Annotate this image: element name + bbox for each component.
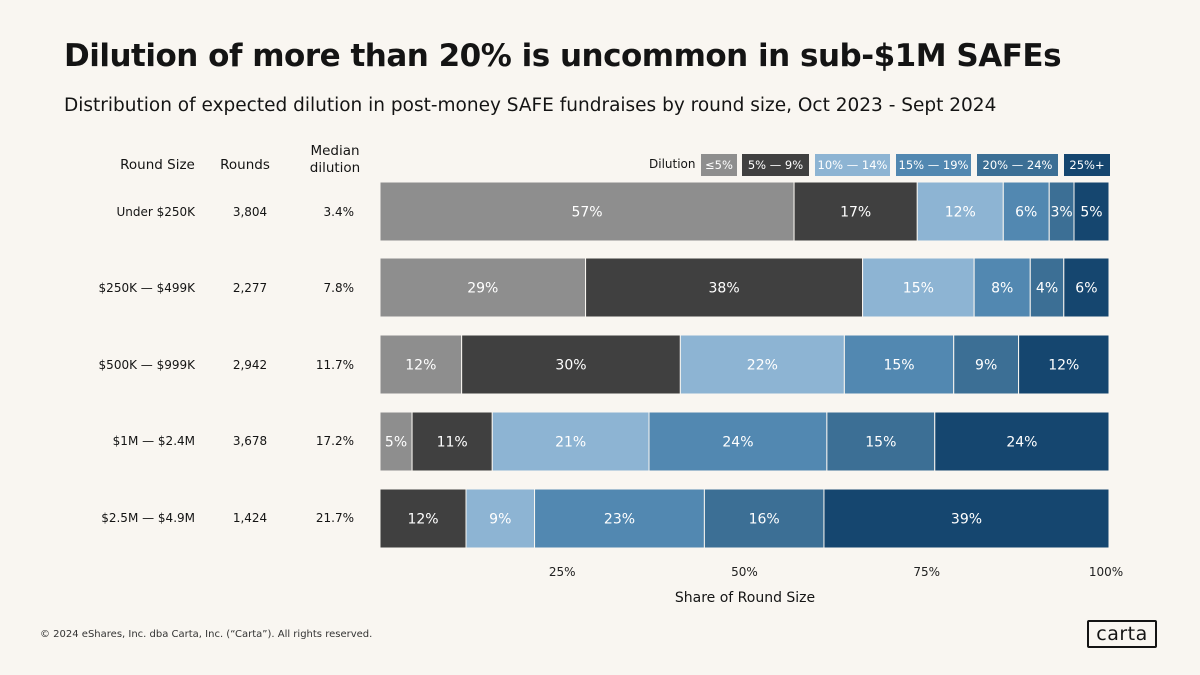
bar-segment-label: 16% <box>749 512 780 528</box>
x-tick-label: 50% <box>731 565 758 579</box>
bar-segment-label: 11% <box>437 435 468 451</box>
row-size-label: Under $250K <box>116 205 195 219</box>
x-axis-title: Share of Round Size <box>674 590 816 606</box>
bar-segment <box>934 411 1110 472</box>
bar-segment-label: 24% <box>722 435 753 451</box>
bar-segment-label: 3% <box>1051 205 1073 221</box>
carta-logo: carta <box>1087 620 1157 648</box>
row-median-value: 21.7% <box>315 511 354 525</box>
bar-segment-label: 57% <box>571 205 602 221</box>
row-rounds-value: 3,804 <box>232 205 268 219</box>
bar-segment <box>679 334 845 395</box>
bar-segment-label: 29% <box>467 281 498 297</box>
chart-subtitle: Distribution of expected dilution in pos… <box>64 95 997 116</box>
median-header-line2: dilution <box>309 160 361 176</box>
bar-segment-label: 6% <box>1075 281 1097 297</box>
bar-segment <box>411 411 493 472</box>
bar-segment <box>793 181 918 242</box>
median-header-line1: Median <box>310 143 360 159</box>
bar-segment-label: 22% <box>747 358 778 374</box>
row-rounds-value: 2,942 <box>232 358 268 372</box>
bar-segment-label: 12% <box>1048 358 1079 374</box>
bar-segment-label: 30% <box>555 358 586 374</box>
column-header-median-dilution: Median dilution <box>300 143 370 177</box>
bar-segment <box>843 334 955 395</box>
row-rounds-value: 1,424 <box>232 511 268 525</box>
bar-segment <box>823 488 1110 549</box>
bar-segment-label: 15% <box>883 358 914 374</box>
bar-segment-label: 6% <box>1015 205 1037 221</box>
x-tick-label: 25% <box>549 565 576 579</box>
bar-segment-label: 5% <box>385 435 407 451</box>
copyright-footer: © 2024 eShares, Inc. dba Carta, Inc. (“C… <box>40 629 373 640</box>
bar-segment-label: 9% <box>975 358 997 374</box>
bar-segment <box>1029 257 1065 318</box>
bar-segment <box>461 334 681 395</box>
bar-segment <box>1073 181 1110 242</box>
bar-segment-label: 4% <box>1036 281 1058 297</box>
bar-segment <box>953 334 1020 395</box>
bar-segment <box>491 411 650 472</box>
bar-segment <box>826 411 936 472</box>
bar-segment <box>379 488 467 549</box>
bar-segment <box>703 488 825 549</box>
bar-segment-label: 39% <box>951 512 982 528</box>
bar-segment <box>1048 181 1075 242</box>
bar-segment-label: 12% <box>407 512 438 528</box>
legend-item-20-24: 20% — 24% <box>977 154 1058 176</box>
row-size-label: $250K — $499K <box>98 281 195 295</box>
legend-item-le5: ≤5% <box>701 154 737 176</box>
bar-segment-label: 21% <box>555 435 586 451</box>
bar-segment-label: 12% <box>405 358 436 374</box>
row-size-label: $500K — $999K <box>98 358 195 372</box>
row-median-value: 11.7% <box>315 358 354 372</box>
bar-segment-label: 24% <box>1006 435 1037 451</box>
bar-segment-label: 8% <box>991 281 1013 297</box>
bar-segment-label: 23% <box>604 512 635 528</box>
bar-segment <box>379 411 413 472</box>
column-header-rounds: Rounds <box>220 157 270 173</box>
legend-item-5-9: 5% — 9% <box>742 154 809 176</box>
bar-segment <box>648 411 828 472</box>
bar-segment-label: 9% <box>489 512 511 528</box>
legend-item-25plus: 25%+ <box>1064 154 1110 176</box>
row-size-label: $1M — $2.4M <box>112 434 195 448</box>
bar-segment <box>1063 257 1110 318</box>
x-tick-label: 75% <box>913 565 940 579</box>
row-median-value: 7.8% <box>323 281 355 295</box>
bar-segment-label: 38% <box>709 281 740 297</box>
legend-item-10-14: 10% — 14% <box>815 154 890 176</box>
bar-segment-label: 17% <box>840 205 871 221</box>
bar-segment <box>1018 334 1110 395</box>
row-median-value: 17.2% <box>315 434 354 448</box>
row-median-value: 3.4% <box>323 205 355 219</box>
x-tick-label: 100% <box>1089 565 1123 579</box>
legend-title: Dilution <box>649 157 696 171</box>
bar-segment-label: 15% <box>903 281 934 297</box>
row-rounds-value: 2,277 <box>232 281 268 295</box>
bar-segment-label: 15% <box>865 435 896 451</box>
row-rounds-value: 3,678 <box>232 434 268 448</box>
row-size-label: $2.5M — $4.9M <box>101 511 195 525</box>
bar-segment <box>465 488 536 549</box>
chart-title: Dilution of more than 20% is uncommon in… <box>64 38 1062 74</box>
bar-segment <box>862 257 975 318</box>
column-header-round-size: Round Size <box>120 157 195 173</box>
bar-segment-label: 5% <box>1080 205 1102 221</box>
bar-segment-label: 12% <box>945 205 976 221</box>
legend-item-15-19: 15% — 19% <box>896 154 971 176</box>
bar-segment <box>379 181 795 242</box>
